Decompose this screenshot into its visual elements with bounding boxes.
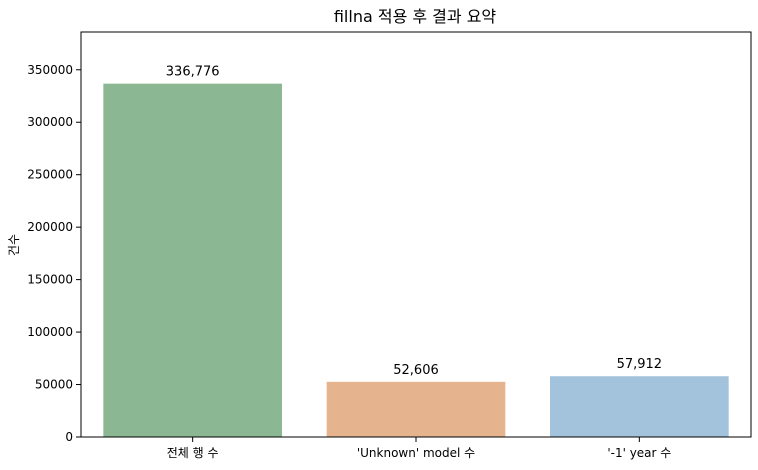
data-label: 57,912 (617, 357, 663, 372)
y-axis: 0 50000 100000 150000 200000 250000 300000 3500… (27, 63, 81, 444)
x-tick-label: '-1' year 수 (607, 446, 671, 460)
chart-title: fillna 적용 후 결과 요약 (334, 7, 497, 26)
y-tick-label: 250000 (27, 168, 73, 182)
data-label: 336,776 (166, 65, 220, 80)
x-axis: 전체 행 수 'Unknown' model 수 '-1' year 수 (167, 437, 671, 460)
plot-frame (80, 31, 752, 438)
y-tick-label: 150000 (27, 273, 73, 287)
y-tick-label: 0 (65, 430, 73, 444)
x-tick-label: 전체 행 수 (167, 445, 219, 460)
x-tick-label: 'Unknown' model 수 (357, 446, 475, 460)
y-tick-label: 200000 (27, 220, 73, 234)
bar (550, 376, 729, 437)
data-label: 52,606 (393, 363, 439, 378)
bar (326, 381, 506, 437)
y-tick-label: 100000 (27, 325, 73, 339)
y-axis-label: 건수 (7, 234, 21, 256)
y-tick-label: 50000 (35, 378, 73, 392)
y-tick-label: 350000 (27, 63, 73, 77)
bar (103, 83, 282, 437)
y-tick-label: 300000 (27, 115, 73, 129)
bars-group: 336,776 52,606 57,912 (103, 65, 729, 437)
